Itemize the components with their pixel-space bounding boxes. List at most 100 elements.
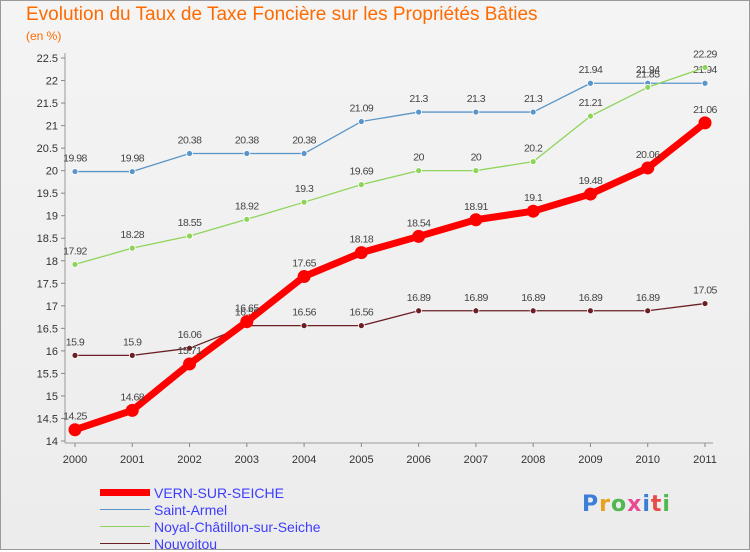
data-point xyxy=(644,307,652,315)
data-label: 21.94 xyxy=(636,64,660,76)
data-label: 19.48 xyxy=(579,175,603,187)
data-label: 21.85 xyxy=(636,68,660,80)
data-point xyxy=(357,118,365,125)
data-label: 15.71 xyxy=(178,345,202,357)
y-tick-label: 16.5 xyxy=(37,323,58,335)
y-tick-label: 14 xyxy=(46,436,58,448)
data-point xyxy=(641,161,655,175)
x-tick-label: 2003 xyxy=(235,454,259,466)
legend: VERN-SUR-SEICHE Saint-Armel Noyal-Châtillo… xyxy=(100,484,321,552)
y-tick-label: 18.5 xyxy=(37,233,58,245)
data-label: 16.89 xyxy=(636,292,660,304)
data-label: 14.68 xyxy=(120,391,144,403)
data-label: 16.89 xyxy=(407,292,431,304)
y-unit-label: (en %) xyxy=(26,29,62,43)
data-point xyxy=(415,307,423,315)
data-point xyxy=(186,232,193,240)
data-label: 16.89 xyxy=(521,292,545,304)
data-point xyxy=(71,351,79,359)
legend-swatch xyxy=(100,525,150,528)
legend-swatch xyxy=(100,489,150,496)
x-tick-label: 2000 xyxy=(63,454,87,466)
data-point xyxy=(583,187,597,201)
data-point xyxy=(412,229,426,243)
data-point xyxy=(701,79,709,87)
data-point xyxy=(415,108,423,116)
data-label: 20.2 xyxy=(524,143,543,155)
data-label: 18.91 xyxy=(464,201,488,213)
data-point xyxy=(297,270,311,284)
x-tick-label: 2005 xyxy=(349,454,373,466)
data-point xyxy=(300,322,308,330)
data-point xyxy=(472,167,480,175)
data-point xyxy=(128,168,136,175)
data-label: 19.69 xyxy=(349,166,373,178)
data-label: 16.89 xyxy=(464,292,488,304)
data-point xyxy=(469,213,483,227)
legend-item: Noyal-Châtillon-sur-Seiche xyxy=(100,518,321,535)
y-tick-label: 17 xyxy=(46,301,58,313)
data-label: 21.06 xyxy=(693,104,717,116)
data-point xyxy=(128,351,136,359)
data-point xyxy=(701,64,709,71)
data-label: 22.29 xyxy=(693,48,717,60)
data-point xyxy=(183,357,197,371)
y-tick-label: 16 xyxy=(46,346,58,358)
x-tick-label: 2002 xyxy=(177,454,201,466)
x-tick-label: 2004 xyxy=(292,454,316,466)
data-point xyxy=(472,108,480,116)
chart-title: Evolution du Taux de Taxe Foncière sur l… xyxy=(26,4,538,25)
data-label: 20 xyxy=(471,152,482,164)
legend-item: Nouvoitou xyxy=(100,535,321,552)
data-point xyxy=(300,198,308,206)
data-label: 20.38 xyxy=(292,135,316,147)
data-point xyxy=(529,158,537,166)
logo-letter: P xyxy=(582,492,600,517)
data-label: 20.38 xyxy=(235,135,259,147)
data-point xyxy=(415,167,423,175)
y-tick-label: 18 xyxy=(46,256,58,268)
data-point xyxy=(243,215,251,223)
logo-letter: i xyxy=(662,492,671,517)
data-label: 16.89 xyxy=(579,292,603,304)
data-label: 20.38 xyxy=(178,135,202,147)
data-point xyxy=(300,150,308,157)
data-label: 21.3 xyxy=(524,93,543,105)
data-label: 20.06 xyxy=(636,149,660,161)
y-tick-label: 20.5 xyxy=(37,143,58,155)
data-point xyxy=(125,403,139,417)
data-point xyxy=(186,344,193,352)
data-label: 16.56 xyxy=(292,307,316,319)
data-label: 15.9 xyxy=(66,336,85,348)
legend-swatch xyxy=(100,542,150,545)
logo-letter: t xyxy=(650,492,663,517)
proxiti-logo: Proxiti xyxy=(582,492,671,517)
data-label: 21.3 xyxy=(409,93,428,105)
data-point xyxy=(68,423,82,437)
legend-label: VERN-SUR-SEICHE xyxy=(154,484,284,501)
data-label: 18.55 xyxy=(178,217,202,229)
y-tick-label: 17.5 xyxy=(37,278,58,290)
legend-item: VERN-SUR-SEICHE xyxy=(100,484,321,501)
data-point xyxy=(243,150,251,157)
y-tick-label: 19 xyxy=(46,211,58,223)
series-line-3 xyxy=(74,66,706,265)
x-tick-label: 2007 xyxy=(464,454,488,466)
data-label: 21.94 xyxy=(579,64,603,76)
data-label: 19.98 xyxy=(120,153,144,165)
data-label: 21.3 xyxy=(467,93,486,105)
data-point xyxy=(587,307,594,315)
data-label: 16.06 xyxy=(178,329,202,341)
data-point xyxy=(698,116,712,130)
y-tick-label: 15 xyxy=(46,391,58,403)
y-tick-label: 14.5 xyxy=(37,413,58,425)
data-label: 18.18 xyxy=(349,234,373,246)
data-label: 17.05 xyxy=(693,285,717,297)
series-line-4 xyxy=(75,302,706,357)
data-point xyxy=(587,79,594,87)
x-tick-label: 2006 xyxy=(406,454,430,466)
y-tick-label: 21.5 xyxy=(37,98,58,110)
y-tick-label: 15.5 xyxy=(37,368,58,380)
legend-swatch xyxy=(100,508,150,511)
